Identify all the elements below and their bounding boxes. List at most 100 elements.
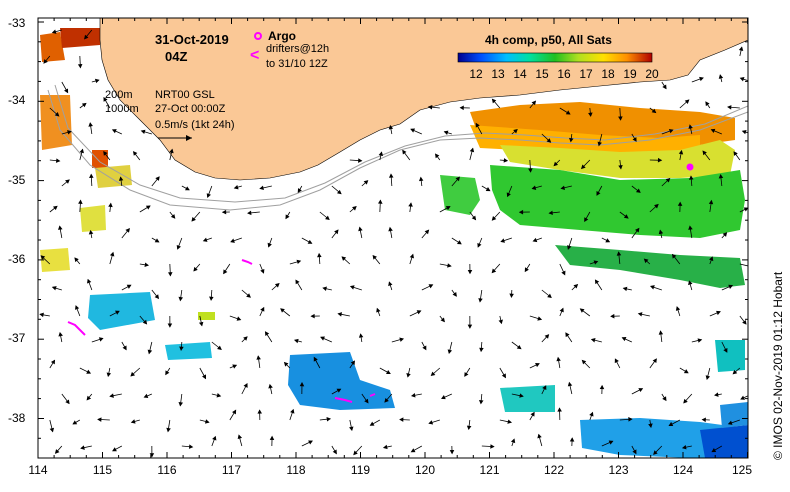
current-vector-head	[683, 369, 689, 374]
scale-label: 0.5m/s (1kt 24h)	[155, 119, 234, 131]
current-vector-head	[751, 453, 754, 456]
current-vector-head	[447, 349, 453, 355]
current-vector-head	[662, 396, 667, 402]
current-vector-head	[477, 242, 482, 248]
argo-floats	[686, 163, 694, 171]
current-vector-head	[537, 433, 542, 439]
current-vector-head	[232, 364, 238, 369]
current-vector-head	[86, 369, 92, 374]
current-vector-head	[223, 269, 228, 275]
current-vector-head	[701, 417, 706, 423]
current-vector-head	[388, 124, 394, 130]
current-vector-head	[658, 229, 664, 235]
current-vector-head	[755, 179, 758, 182]
current-vector-head	[491, 216, 497, 221]
current-vector-head	[410, 128, 416, 133]
y-tick-label: -35	[8, 173, 26, 187]
current-vector-head	[51, 286, 57, 291]
current-vector-head	[209, 296, 214, 301]
current-vector-head	[349, 285, 355, 290]
current-vector-head	[154, 294, 160, 300]
current-vector-head	[440, 317, 445, 323]
current-vector-head	[727, 420, 733, 425]
current-vector-head	[605, 238, 611, 243]
map-date: 31-Oct-2019	[155, 32, 229, 47]
current-vector-head	[498, 319, 503, 325]
current-vector-head	[94, 78, 100, 84]
current-vector-head	[491, 98, 497, 104]
current-vector-head	[337, 312, 343, 317]
current-vector-head	[428, 284, 434, 289]
current-vector-head	[221, 209, 227, 215]
current-vector-head	[510, 438, 516, 444]
current-vector-head	[479, 347, 484, 353]
current-vector-head	[548, 210, 553, 216]
current-vector-head	[125, 228, 130, 233]
current-vector-head	[614, 358, 619, 364]
current-vector-head	[353, 450, 358, 456]
current-vector-head	[573, 284, 579, 289]
current-vector-head	[491, 268, 497, 274]
current-vector-head	[632, 137, 637, 142]
current-vector-head	[77, 64, 83, 69]
current-vector-head	[530, 411, 535, 417]
current-vector-head	[557, 407, 562, 412]
current-vector-head	[637, 312, 643, 317]
current-vector-head	[369, 421, 375, 426]
current-vector-head	[650, 285, 655, 290]
current-vector-head	[579, 308, 585, 313]
current-vector-head	[179, 346, 184, 351]
current-vector	[752, 25, 760, 30]
current-vector-head	[594, 279, 600, 285]
x-tick-label: 122	[544, 463, 564, 477]
current-vector-head	[65, 399, 70, 405]
current-vector-head	[285, 214, 290, 220]
current-vector-head	[537, 316, 543, 321]
current-vector-head	[109, 393, 114, 398]
current-vector-head	[155, 176, 160, 181]
colorbar-title: 4h comp, p50, All Sats	[485, 33, 612, 47]
colorbar-tick: 20	[645, 67, 659, 81]
current-vector-head	[749, 348, 752, 351]
current-vector-head	[447, 263, 452, 268]
current-vector-head	[79, 148, 84, 154]
current-vector-head	[98, 337, 104, 342]
current-vector-head	[697, 338, 703, 343]
x-tick-label: 125	[732, 463, 752, 477]
current-vector-head	[39, 312, 44, 318]
current-vector-head	[559, 307, 564, 313]
current-vector-head	[290, 408, 295, 414]
current-vector-head	[372, 254, 377, 260]
current-vector-head	[283, 361, 289, 367]
current-vector-head	[478, 400, 484, 405]
current-vector-head	[54, 449, 60, 454]
current-vector-head	[236, 316, 242, 321]
current-vector-head	[388, 173, 394, 178]
current-vector-head	[145, 205, 151, 210]
current-vector-head	[653, 450, 658, 455]
y-tick-label: -34	[8, 93, 26, 107]
current-vector-head	[260, 268, 265, 274]
current-vector-head	[108, 202, 113, 208]
current-vector-head	[384, 397, 389, 403]
argo-legend-symbol	[254, 32, 262, 40]
current-vector-head	[467, 324, 473, 329]
current-vector-head	[268, 383, 273, 389]
current-vector-head	[535, 362, 540, 368]
current-vector-head	[456, 240, 462, 245]
current-vector-head	[709, 256, 714, 262]
current-vector-head	[580, 164, 586, 170]
current-vector-head	[728, 284, 734, 289]
current-vector-head	[699, 76, 704, 82]
current-vector-head	[206, 193, 211, 199]
current-vector-head	[754, 295, 757, 298]
current-vector-head	[471, 215, 477, 221]
drifters-label-line1: drifters@12h	[266, 43, 329, 55]
current-vector-head	[247, 210, 252, 216]
current-vector-head	[747, 266, 748, 269]
current-vector-head	[293, 338, 299, 344]
x-tick-label: 119	[351, 463, 370, 477]
current-vector-head	[409, 253, 415, 259]
current-vector-head	[88, 122, 93, 127]
x-tick-label: 124	[673, 463, 693, 477]
